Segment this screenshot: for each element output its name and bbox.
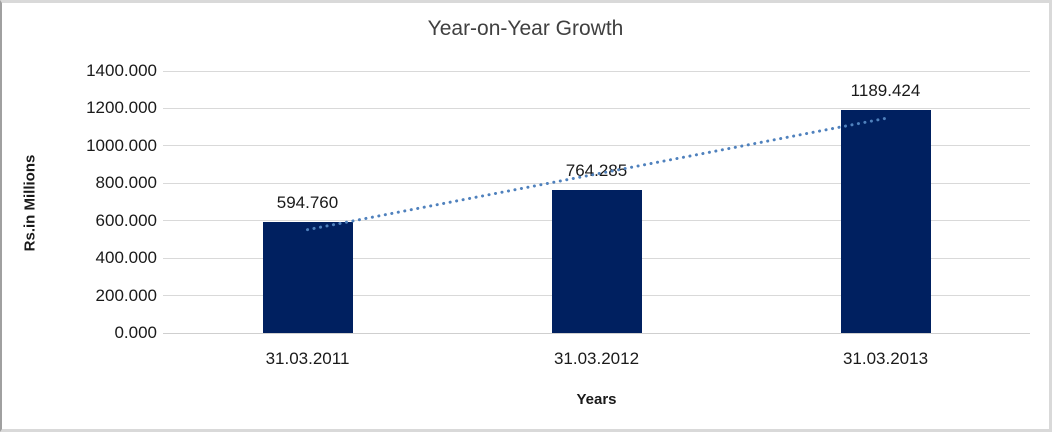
x-tick-label: 31.03.2012 xyxy=(553,349,640,368)
x-axis-title: Years xyxy=(576,391,617,408)
gridline xyxy=(163,70,1030,72)
plot-area: 0.000 200.000 400.000 600.000 800.000 1000.00… xyxy=(2,3,1049,429)
bar xyxy=(840,110,931,333)
y-tick-label: 0.000 xyxy=(114,323,157,342)
data-label: 594.760 xyxy=(276,192,339,212)
y-tick-label: 800.000 xyxy=(95,173,157,193)
data-label: 764.285 xyxy=(565,160,628,180)
bar xyxy=(551,189,642,333)
chart-title: Year-on-Year Growth xyxy=(427,17,624,40)
y-tick-label: 1200.000 xyxy=(86,98,157,118)
bar xyxy=(262,221,353,333)
x-tick-label: 31.03.2013 xyxy=(842,349,929,368)
x-tick-label: 31.03.2011 xyxy=(265,349,350,368)
y-tick-label: 600.000 xyxy=(95,210,157,230)
y-tick-label: 400.000 xyxy=(95,248,157,268)
data-label: 1189.424 xyxy=(850,81,921,101)
gridline xyxy=(163,107,1030,109)
y-tick-label: 1000.000 xyxy=(86,135,157,155)
y-tick-label: 1400.000 xyxy=(86,61,157,80)
x-axis-line xyxy=(163,332,1030,334)
y-tick-label: 200.000 xyxy=(95,285,157,305)
